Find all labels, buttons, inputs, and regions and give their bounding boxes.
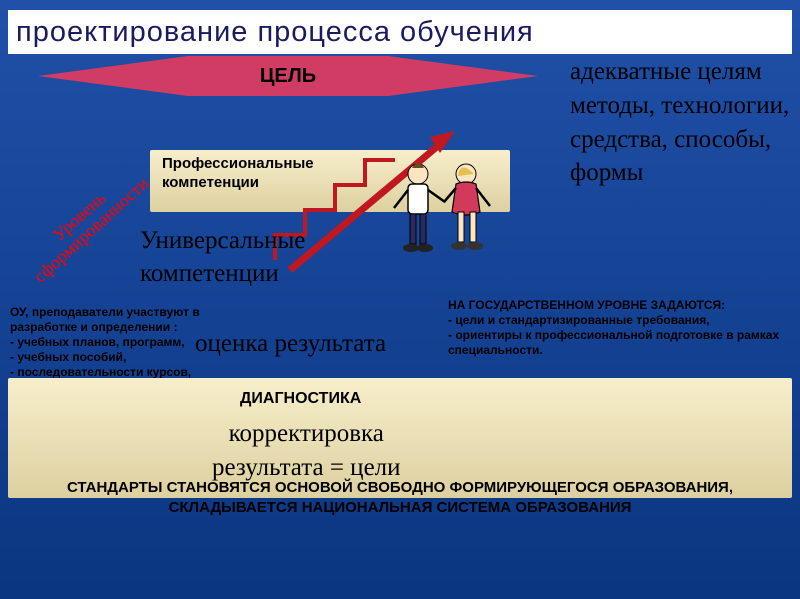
- goal-banner: ЦЕЛЬ: [8, 56, 568, 96]
- universal-competence-text: Универсальные компетенции: [140, 225, 305, 290]
- list-item: цели и стандартизированные требования,: [448, 313, 793, 328]
- standards-footer: СТАНДАРТЫ СТАНОВЯТСЯ ОСНОВОЙ СВОБОДНО ФО…: [60, 478, 740, 517]
- goal-label: ЦЕЛЬ: [260, 65, 316, 88]
- evaluation-text: оценка результата: [195, 330, 386, 358]
- slide: проектирование процесса обучения ЦЕЛЬ Ур…: [0, 0, 800, 599]
- correction-text: корректировка результата = цели: [212, 417, 401, 485]
- list-item: ориентиры к профессиональной подготовке …: [448, 328, 793, 358]
- title-band: проектирование процесса обучения: [8, 10, 792, 54]
- diagnostics-label: ДИАГНОСТИКА: [240, 390, 361, 408]
- people-icon: [382, 158, 502, 258]
- adequate-methods-text: адекватные целям методы, технологии, сре…: [570, 55, 798, 190]
- state-list: НА ГОСУДАРСТВЕННОМ УРОВНЕ ЗАДАЮТСЯ: цели…: [448, 298, 793, 358]
- slide-title: проектирование процесса обучения: [16, 16, 534, 49]
- state-heading: НА ГОСУДАРСТВЕННОМ УРОВНЕ ЗАДАЮТСЯ:: [448, 298, 793, 313]
